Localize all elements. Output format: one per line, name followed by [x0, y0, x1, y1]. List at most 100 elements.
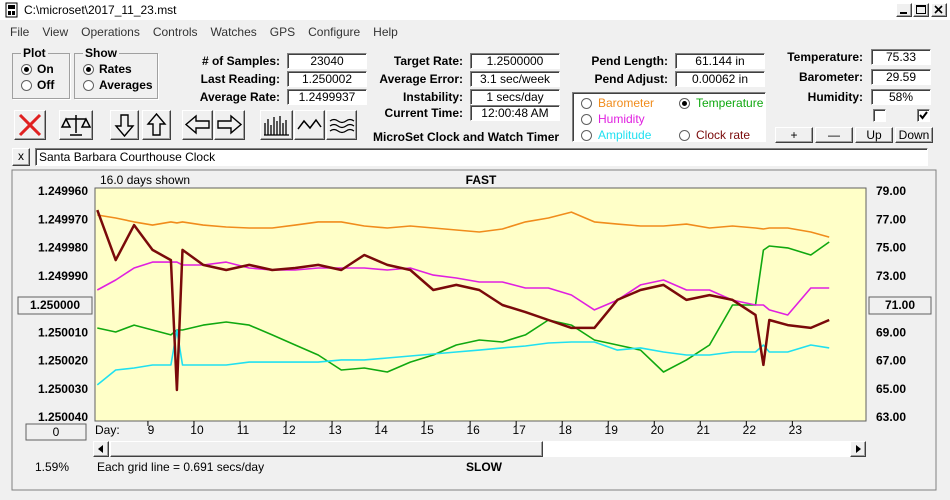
- menu-item[interactable]: Controls: [152, 25, 198, 39]
- radio-label: Averages: [99, 78, 153, 92]
- radio-dot: [682, 101, 687, 106]
- y2-tick-label: 75.00: [876, 241, 906, 255]
- series-line: [97, 241, 830, 373]
- x-tick-label: 21: [697, 423, 711, 437]
- scroll-left[interactable]: [93, 441, 109, 457]
- option-group: Show Rates Averages: [74, 46, 158, 99]
- right-arrow-button[interactable]: [214, 110, 245, 140]
- series-line: [96, 209, 830, 392]
- control-button[interactable]: Up: [855, 127, 893, 143]
- menu-item[interactable]: View: [42, 25, 69, 39]
- clock-name-field[interactable]: Santa Barbara Courthouse Clock: [35, 148, 928, 166]
- menu-item[interactable]: Operations: [81, 25, 140, 39]
- legend-label: Amplitude: [598, 128, 652, 142]
- field-value: 61.144 in: [675, 53, 765, 69]
- checkbox[interactable]: [917, 109, 930, 122]
- y-tick-label: 1.250030: [38, 382, 88, 396]
- radio-button[interactable]: [83, 64, 94, 75]
- series-radio[interactable]: [581, 130, 592, 141]
- y-center-button: [17, 296, 93, 315]
- wave-view-button[interactable]: [294, 110, 325, 140]
- menu-item[interactable]: GPS: [269, 25, 296, 39]
- scroll-button-label: 0: [53, 425, 60, 439]
- scrollbar[interactable]: [93, 441, 866, 457]
- series-line: [97, 211, 830, 238]
- minimize-button[interactable]: [896, 3, 912, 17]
- scroll-right[interactable]: [850, 441, 866, 457]
- legend-label: Clock rate: [696, 128, 751, 142]
- x-tick-label: 20: [651, 423, 665, 437]
- down-arrow-button[interactable]: [110, 110, 139, 140]
- field-value: 29.59: [871, 69, 931, 85]
- scroll-left-icon: [98, 445, 103, 453]
- scroll-button[interactable]: [25, 423, 87, 441]
- radio-button[interactable]: [21, 80, 32, 91]
- legend-label: Temperature: [696, 96, 764, 110]
- menu-item[interactable]: File: [10, 25, 30, 39]
- left-arrow-icon: [184, 114, 210, 135]
- series-radio[interactable]: [581, 98, 592, 109]
- multi-wave-button[interactable]: [326, 110, 357, 140]
- legend-label: Barometer: [598, 96, 655, 110]
- field-label: Barometer:: [798, 70, 863, 84]
- series-radio[interactable]: [679, 130, 690, 141]
- slow-label: SLOW: [466, 460, 503, 474]
- y-tick-label: 1.250040: [38, 410, 88, 424]
- fast-label: FAST: [466, 173, 497, 187]
- scroll-thumb[interactable]: [110, 441, 543, 457]
- y-tick-label: 1.250010: [38, 325, 88, 339]
- stop-button[interactable]: [14, 110, 46, 140]
- y-tick-label: 1.249990: [38, 269, 88, 283]
- menu-item[interactable]: Help: [373, 25, 398, 39]
- x-tick-label: 13: [328, 423, 342, 437]
- x-tick-label: 14: [374, 423, 388, 437]
- x-axis-label: Day:: [95, 423, 120, 437]
- menu-item[interactable]: Watches: [210, 25, 257, 39]
- control-button[interactable]: —: [815, 127, 853, 143]
- field-label: Pend Adjust:: [594, 72, 668, 86]
- y2-tick-label: 79.00: [876, 184, 906, 198]
- radio-button[interactable]: [83, 80, 94, 91]
- x-tick-label: 18: [559, 423, 573, 437]
- grid-note: Each grid line = 0.691 secs/day: [97, 460, 264, 474]
- field-value: 58%: [871, 89, 931, 105]
- close-icon: [934, 5, 943, 14]
- x-tick-label: 15: [420, 423, 434, 437]
- maximize-button[interactable]: [913, 3, 929, 17]
- option-group: Plot On Off: [12, 46, 70, 99]
- menu-item[interactable]: Configure: [308, 25, 361, 39]
- left-arrow-button[interactable]: [182, 110, 213, 140]
- y-tick-label: 1.249980: [38, 241, 88, 255]
- series-radio[interactable]: [679, 98, 690, 109]
- control-button[interactable]: +: [775, 127, 813, 143]
- series-radio[interactable]: [581, 114, 592, 125]
- y2-tick-label: 63.00: [876, 410, 906, 424]
- series-selector: Barometer Temperature Humidity Amplitude Clo…: [572, 92, 766, 142]
- radio-button[interactable]: [21, 64, 32, 75]
- status-percent: 1.59%: [35, 460, 69, 474]
- close-button[interactable]: [931, 3, 947, 17]
- radio-label: Rates: [99, 62, 132, 76]
- control-button[interactable]: Down: [895, 127, 933, 143]
- balance-button[interactable]: [59, 110, 93, 140]
- radio-dot: [24, 67, 29, 72]
- y2-tick-label: 71.00: [885, 298, 915, 312]
- up-arrow-button[interactable]: [142, 110, 171, 140]
- field-label: Average Error:: [379, 72, 463, 86]
- y2-tick-label: 65.00: [876, 382, 906, 396]
- bars-view-button[interactable]: [260, 110, 293, 140]
- field-value: 75.33: [871, 49, 931, 65]
- multi-wave-icon: [329, 118, 355, 134]
- x-tick-label: 12: [282, 423, 296, 437]
- field-value: 1.2499937: [287, 89, 367, 105]
- radio-label: On: [37, 62, 54, 76]
- field-value: 0.00062 in: [675, 71, 765, 87]
- minimize-icon: [900, 12, 907, 14]
- series-line: [96, 329, 830, 386]
- y-tick-label: 1.250020: [38, 354, 88, 368]
- group-title: Show: [83, 46, 119, 60]
- checkbox[interactable]: [873, 109, 886, 122]
- clear-button[interactable]: x: [12, 148, 30, 166]
- stop-icon: [18, 113, 42, 137]
